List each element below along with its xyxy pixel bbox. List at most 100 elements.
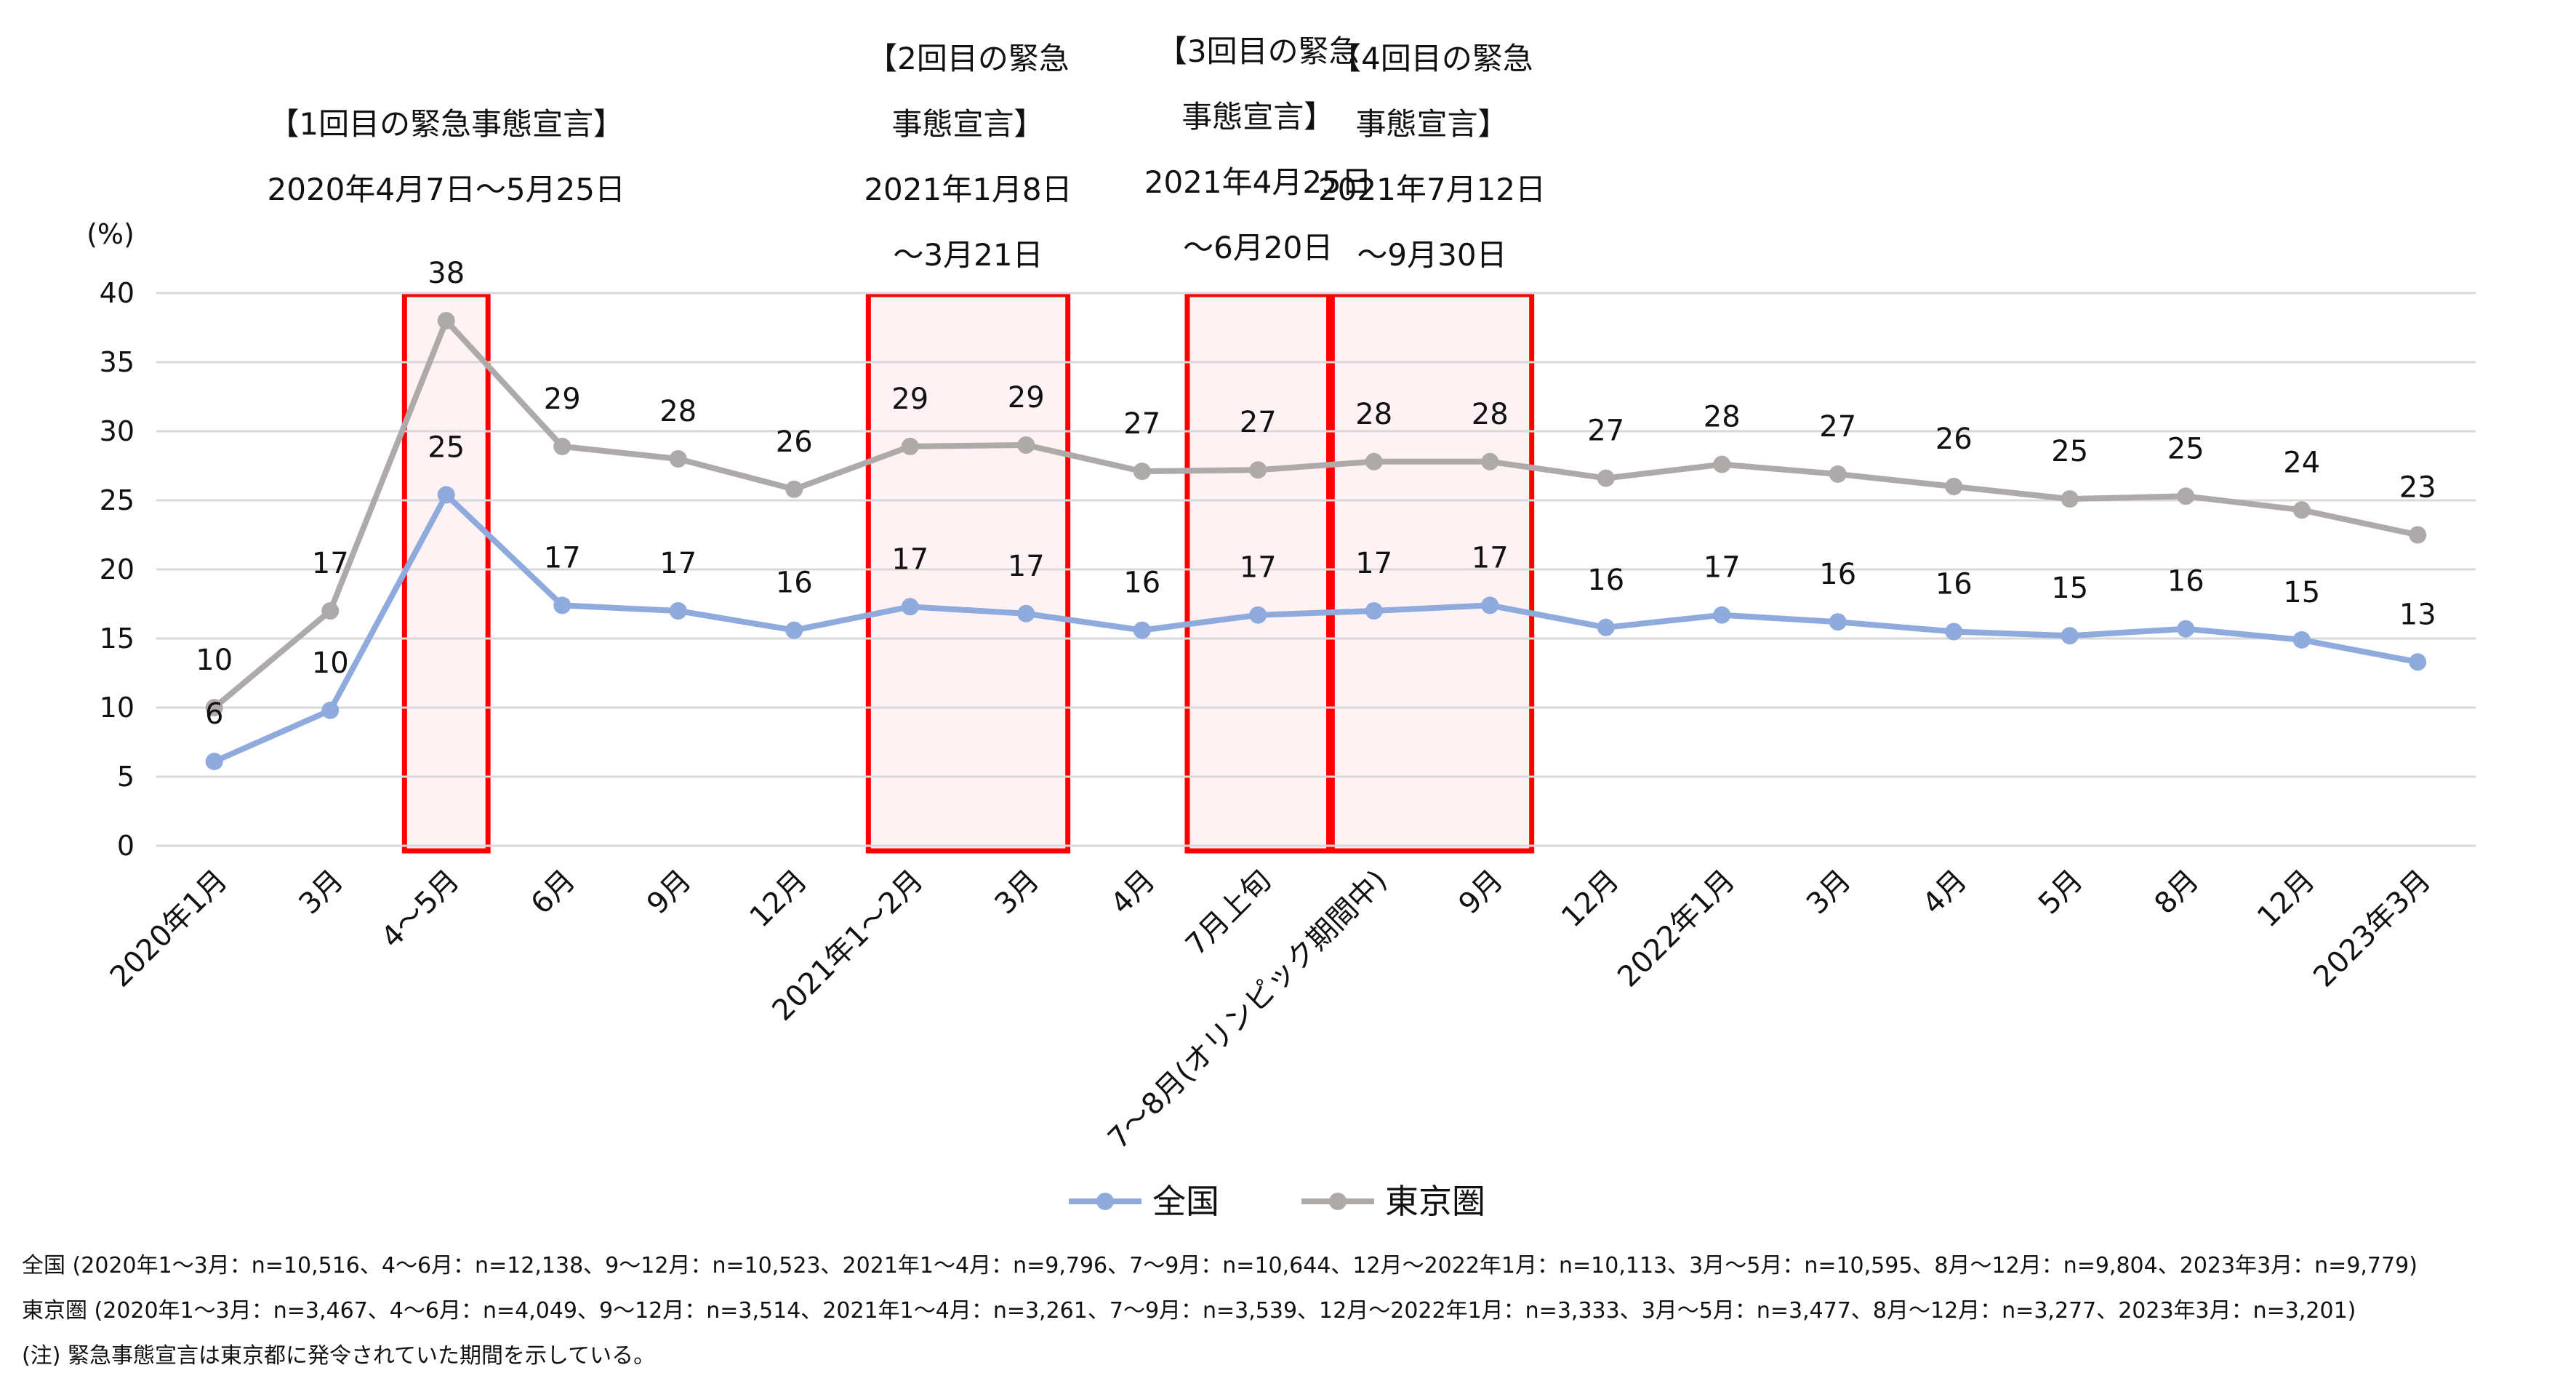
declaration-period-label: 事態宣言】: [1181, 99, 1334, 135]
data-label: 28: [1704, 401, 1741, 434]
data-label: 16: [1819, 558, 1856, 591]
data-point: [1365, 452, 1383, 471]
data-point: [2292, 501, 2311, 519]
data-label: 15: [2283, 576, 2320, 609]
data-label: 27: [1819, 410, 1856, 444]
data-point: [2177, 487, 2195, 505]
data-label: 17: [1240, 551, 1277, 585]
data-point: [1829, 613, 1847, 631]
x-tick-label: 12月: [2251, 864, 2322, 934]
data-label: 13: [2399, 598, 2436, 631]
data-label: 29: [544, 383, 581, 416]
data-point: [901, 598, 919, 616]
data-label: 17: [1355, 547, 1392, 580]
data-point: [1133, 621, 1151, 639]
data-point: [437, 486, 455, 504]
data-point: [1597, 618, 1615, 636]
data-label: 27: [1587, 415, 1624, 448]
x-tick-label: 9月: [641, 864, 698, 921]
data-label: 10: [312, 647, 349, 680]
data-label: 27: [1240, 406, 1277, 439]
data-point: [321, 602, 340, 620]
data-label: 16: [776, 567, 813, 600]
y-axis-unit: (%): [87, 218, 135, 250]
legend: 全国 東京圏: [1069, 1182, 1485, 1221]
data-label: 17: [1704, 551, 1741, 585]
data-point: [553, 437, 571, 455]
declaration-period-label: 2021年4月25日: [1144, 164, 1372, 200]
data-label: 26: [1935, 423, 1973, 456]
data-point: [1945, 478, 1963, 495]
data-point: [1133, 463, 1151, 481]
declaration-period-box: [865, 292, 1071, 854]
declaration-period-label: ～9月30日: [1357, 237, 1506, 273]
highlight-layer: [401, 292, 1535, 854]
data-point: [205, 699, 223, 716]
x-tick-label: 9月: [1453, 864, 1510, 921]
declaration-period-label: ～3月21日: [893, 237, 1043, 273]
declaration-period-label: 【1回目の緊急事態宣言】: [268, 106, 624, 142]
data-label: 17: [1472, 541, 1509, 575]
data-point: [2061, 627, 2079, 645]
data-point: [205, 753, 223, 771]
data-point: [321, 701, 340, 719]
y-tick-label: 20: [100, 553, 135, 585]
legend-swatch-marker: [1096, 1193, 1114, 1210]
data-point: [2177, 620, 2195, 638]
footnote-remark: (注) 緊急事態宣言は東京都に発令されていた期間を示している。: [22, 1343, 656, 1369]
data-label: 25: [2167, 432, 2204, 465]
series-line: [211, 318, 2421, 710]
declaration-period-label: 2021年7月12日: [1318, 172, 1546, 207]
legend-label: 全国: [1152, 1182, 1219, 1221]
x-tick-label: 4～5月: [375, 864, 466, 955]
data-label: 26: [776, 425, 813, 459]
data-point: [1249, 606, 1267, 624]
data-label: 15: [2051, 572, 2088, 605]
x-tick-label: 8月: [2148, 864, 2206, 921]
data-label: 16: [1123, 567, 1160, 600]
data-label: 17: [312, 547, 349, 580]
y-tick-label: 15: [100, 623, 135, 655]
declaration-period-label: 【3回目の緊急: [1157, 33, 1360, 69]
footnote-national: 全国 (2020年1～3月：n=10,516、4～6月：n=12,138、9～1…: [22, 1253, 2417, 1278]
data-point: [901, 437, 919, 455]
y-tick-label: 35: [100, 346, 135, 378]
data-point: [1017, 436, 1035, 454]
data-point: [669, 450, 687, 468]
data-label: 29: [1008, 381, 1045, 415]
y-tick-label: 40: [100, 277, 135, 309]
data-point: [785, 480, 803, 498]
declaration-period-label: 事態宣言】: [1355, 106, 1508, 142]
declaration-period-box: [1184, 292, 1332, 854]
declaration-period-box: [401, 292, 491, 854]
y-tick-label: 30: [100, 415, 135, 447]
data-point: [553, 596, 571, 615]
data-label: 6: [205, 697, 223, 731]
data-point: [1597, 469, 1615, 487]
data-label: 28: [659, 395, 697, 428]
x-tick-label: 4月: [1917, 864, 1974, 921]
data-point: [1713, 606, 1731, 624]
series-line: [211, 492, 2421, 765]
legend-label: 東京圏: [1385, 1182, 1485, 1221]
data-label: 25: [2051, 435, 2088, 468]
data-point: [1249, 461, 1267, 479]
x-tick-label: 3月: [293, 864, 350, 921]
data-point: [2061, 490, 2079, 508]
x-tick-label: 4月: [1104, 864, 1162, 921]
data-label: 23: [2399, 471, 2436, 505]
data-point: [1713, 455, 1731, 473]
x-tick-label: 12月: [1555, 864, 1626, 934]
declaration-period-label: 【2回目の緊急: [867, 41, 1070, 76]
data-point: [785, 621, 803, 639]
y-tick-label: 10: [100, 692, 135, 724]
x-tick-label: 2023年3月: [2307, 864, 2437, 994]
declaration-period-label: 事態宣言】: [891, 106, 1044, 142]
legend-swatch-marker: [1329, 1193, 1347, 1210]
data-label: 17: [544, 541, 581, 575]
data-point: [2409, 653, 2427, 671]
declaration-period-box: [1329, 292, 1535, 854]
data-label: 17: [1008, 550, 1045, 583]
data-label: 16: [1587, 564, 1624, 597]
footnote-tokyo: 東京圏 (2020年1～3月：n=3,467、4～6月：n=4,049、9～12…: [22, 1298, 2356, 1324]
